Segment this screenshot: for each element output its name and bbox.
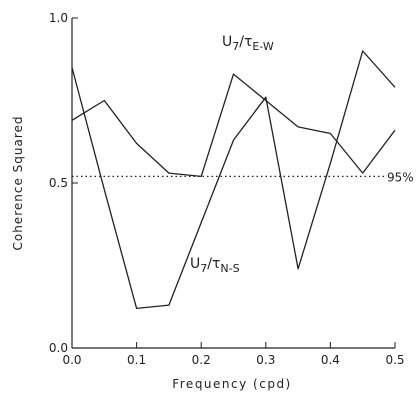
x-tick-label: 0.5	[385, 353, 404, 367]
series-label-part: 7	[232, 40, 239, 53]
x-tick-label: 0.4	[321, 353, 340, 367]
series-label-part: N-S	[220, 262, 239, 275]
series-label-part: /τ	[239, 34, 252, 50]
series-label: U7/τE-W	[222, 34, 274, 53]
series-label-part: 7	[200, 262, 207, 275]
series-line	[71, 50, 396, 310]
series-line	[71, 73, 396, 178]
x-axis-label: Frequency (cpd)	[172, 377, 292, 391]
x-tick-label: 0.3	[256, 353, 275, 367]
series-label-part: U	[190, 256, 200, 272]
series-label-part: /τ	[207, 256, 220, 272]
threshold-label: 95%	[387, 170, 414, 184]
y-axis-label: Coherence Squared	[11, 115, 25, 250]
x-tick-label: 0.0	[62, 353, 81, 367]
x-tick-label: 0.2	[192, 353, 211, 367]
y-tick-label: 0.0	[49, 341, 68, 355]
x-tick-label: 0.1	[127, 353, 146, 367]
y-tick-label: 1.0	[49, 11, 68, 25]
y-tick-label: 0.5	[49, 176, 68, 190]
series-label-part: E-W	[252, 40, 273, 53]
series-label-part: U	[222, 34, 232, 50]
series-label: U7/τN-S	[190, 256, 240, 275]
